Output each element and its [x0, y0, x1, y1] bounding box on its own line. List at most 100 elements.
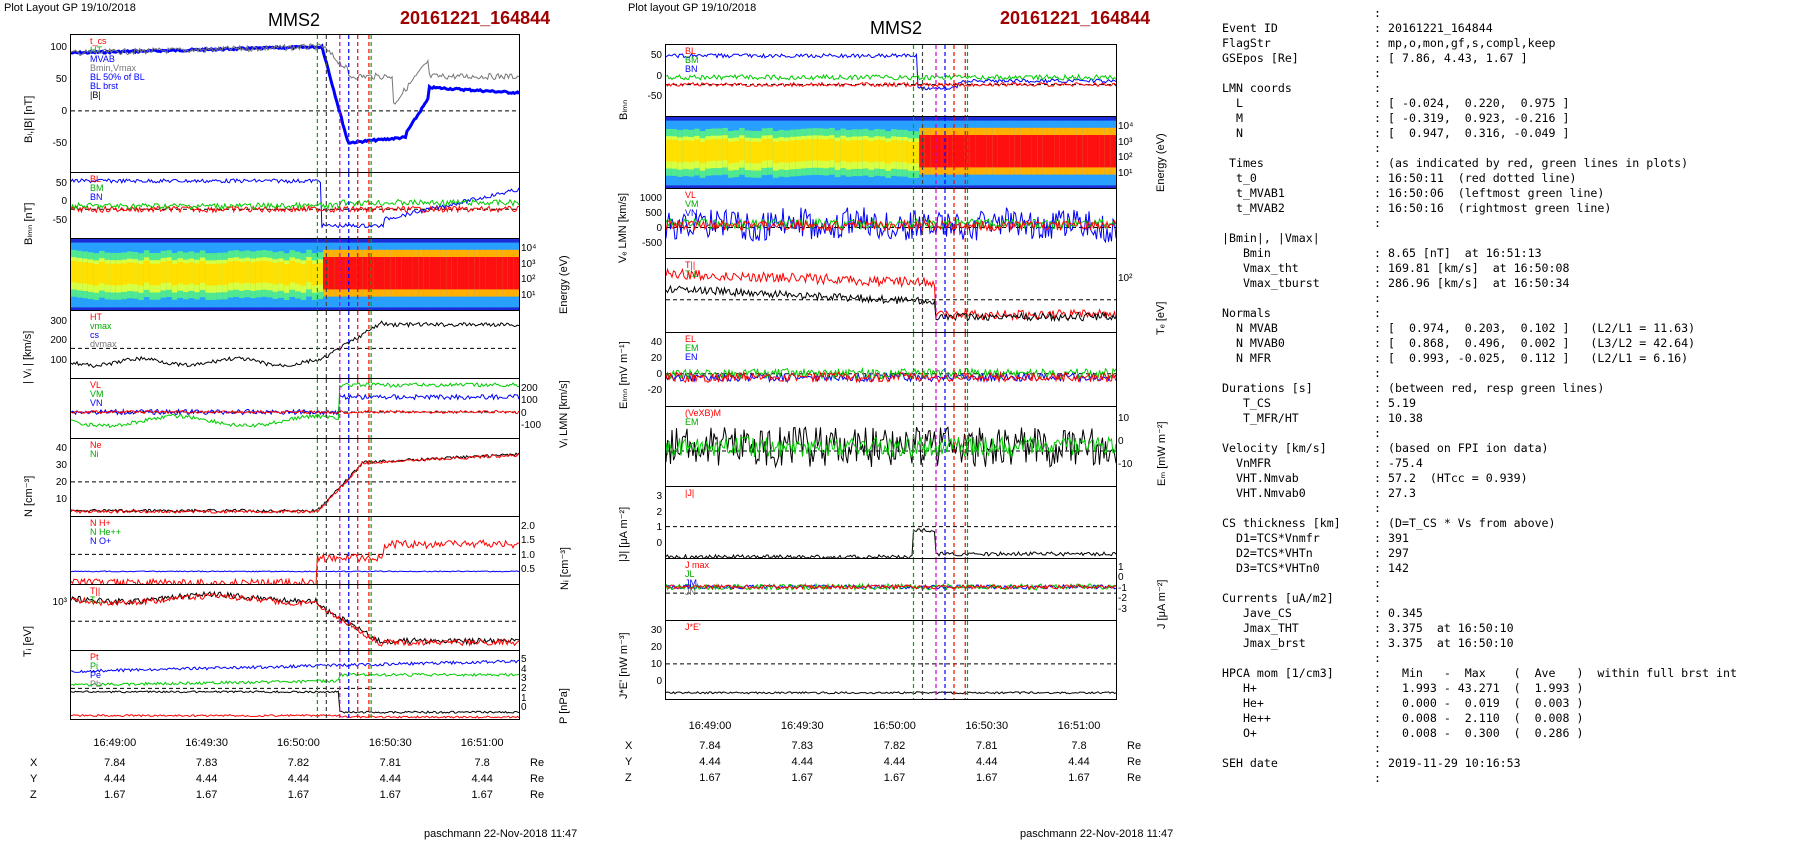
- spectrogram-cell: [1026, 135, 1033, 168]
- y-tick-label: -1: [1118, 582, 1127, 594]
- series-line: [666, 81, 1116, 88]
- spectrogram-cell: [463, 257, 470, 290]
- info-value: 20161221_164844: [1388, 21, 1493, 35]
- x-tick-label: 16:50:30: [965, 720, 1009, 732]
- spectrogram-cell: [390, 257, 397, 290]
- y-tick-label: 2: [521, 682, 527, 694]
- info-colon: :: [1374, 381, 1381, 395]
- info-colon: :: [1374, 561, 1381, 575]
- info-key: He+: [1222, 696, 1264, 710]
- spectrogram-cell: [474, 257, 481, 290]
- spectrogram-cell: [952, 135, 960, 168]
- info-key: Jmax_brst: [1222, 636, 1306, 650]
- left-panel-5: [70, 378, 520, 440]
- info-value: [ 0.868, 0.496, 0.002 ] (L3/L2 = 42.64): [1388, 336, 1696, 350]
- info-colon: :: [1374, 621, 1381, 635]
- coord-unit: Re: [530, 757, 545, 769]
- info-row: :: [1222, 141, 1737, 156]
- info-value: 286.96 [km/s] at 16:50:34: [1388, 276, 1570, 290]
- y-axis-label: Bₗₘₙ: [618, 99, 630, 120]
- info-value: (based on FPI ion data): [1388, 441, 1549, 455]
- left-plot-layout-label: Plot Layout GP 19/10/2018: [4, 2, 136, 14]
- mid-panel-2-plot: [666, 117, 1116, 189]
- info-row: :: [1222, 6, 1737, 21]
- info-row: t_MVAB1:16:50:06 (leftmost green line): [1222, 186, 1737, 201]
- info-key: D2=TCS*VHTn: [1222, 546, 1313, 560]
- spectrogram-cell: [705, 139, 712, 162]
- coord-axis-label: Z: [30, 789, 37, 801]
- info-value: (between red, resp green lines): [1388, 381, 1605, 395]
- legend-entry: Pi: [90, 661, 99, 671]
- spectrogram-cell: [829, 138, 836, 161]
- x-tick-label: 16:50:00: [873, 720, 916, 732]
- info-row: Event ID:20161221_164844: [1222, 21, 1737, 36]
- info-colon: :: [1374, 696, 1381, 710]
- coord-value: 7.83: [195, 757, 218, 769]
- y-tick-label: 30: [650, 625, 662, 637]
- info-value: [ 0.974, 0.203, 0.102 ] (L2/L1 = 11.63): [1388, 321, 1696, 335]
- legend-entry: EN: [685, 352, 698, 362]
- y-tick-label: -500: [641, 238, 662, 249]
- info-value: (as indicated by red, green lines in plo…: [1388, 156, 1689, 170]
- series-line: [71, 538, 519, 585]
- spectrogram-cell: [356, 257, 364, 290]
- legend-entry: BL 50% of BL: [90, 72, 145, 82]
- mid-panel-3-plot: [666, 189, 1116, 259]
- spectrogram-cell: [699, 141, 707, 164]
- y-tick-label: 500: [645, 208, 662, 219]
- info-row: T_MFR/HT:10.38: [1222, 411, 1737, 426]
- info-key: Currents [uA/m2]: [1222, 591, 1334, 605]
- y-tick-label: 0: [656, 537, 662, 549]
- legend-entry: BL brst: [90, 81, 119, 91]
- spectrogram-cell: [1087, 135, 1095, 168]
- y-tick-label: 200: [50, 335, 67, 347]
- info-value: 16:50:06 (leftmost green line): [1388, 186, 1605, 200]
- info-colon: :: [1374, 486, 1381, 500]
- info-row: Vmax_tht:169.81 [km/s] at 16:50:08: [1222, 261, 1737, 276]
- info-key: [1222, 426, 1374, 441]
- y-axis-label: N [cm⁻³]: [23, 475, 35, 517]
- spectrogram-cell: [733, 141, 741, 163]
- spectrogram-cell: [671, 139, 679, 162]
- coord-value: 4.44: [699, 756, 721, 768]
- info-key: Velocity [km/s]: [1222, 441, 1327, 455]
- legend-entry: cs: [90, 330, 99, 340]
- legend-entry: Ne: [90, 440, 102, 450]
- info-row: Durations [s]: (between red, resp green l…: [1222, 381, 1737, 396]
- left-panel-9-legend: Pt Pi Pe Pb: [90, 653, 101, 689]
- info-colon: :: [1374, 756, 1381, 770]
- legend-entry: BM: [685, 55, 699, 65]
- coord-value: 4.44: [976, 756, 998, 768]
- info-row: GSEpos [Re]: [ 7.86, 4.43, 1.67 ]: [1222, 51, 1737, 66]
- info-value: 0.000 - 0.019 ( 0.003 ): [1388, 696, 1584, 710]
- info-colon: :: [1374, 336, 1381, 350]
- y-tick-label: 4: [521, 663, 527, 675]
- spectrogram-cell: [817, 139, 825, 161]
- info-key: [1222, 6, 1374, 21]
- series-line: [666, 217, 1116, 231]
- legend-entry: BN: [90, 192, 103, 202]
- spectrogram-cell: [1104, 135, 1112, 168]
- spectrogram-cell: [1020, 135, 1027, 168]
- legend-entry: JM: [685, 578, 697, 588]
- x-tick-label: 16:51:00: [460, 737, 504, 749]
- legend-entry: Pt: [90, 652, 99, 662]
- spectrogram-cell: [211, 263, 218, 286]
- spectrogram-cell: [379, 257, 386, 290]
- legend-entry: BN: [685, 64, 698, 74]
- spectrogram-cell: [261, 260, 268, 283]
- spectrogram-cell: [1099, 135, 1106, 168]
- info-colon: :: [1374, 276, 1381, 290]
- spectrogram-cell: [93, 264, 100, 286]
- mid-panel-3-legend: VL VM VN: [685, 191, 699, 218]
- left-panel-8-plot: [71, 585, 519, 651]
- y-tick-label: 10: [1118, 412, 1130, 424]
- series-line: [666, 527, 1116, 559]
- coord-value: 1.67: [1068, 772, 1090, 784]
- mid-panel-8-legend: J max JL JM JN: [685, 561, 709, 597]
- coord-value: 4.44: [791, 756, 813, 768]
- series-line: [71, 593, 519, 647]
- coord-value: 7.8: [1071, 740, 1087, 752]
- info-colon: :: [1374, 681, 1381, 695]
- y-tick-label: 0.5: [521, 564, 535, 576]
